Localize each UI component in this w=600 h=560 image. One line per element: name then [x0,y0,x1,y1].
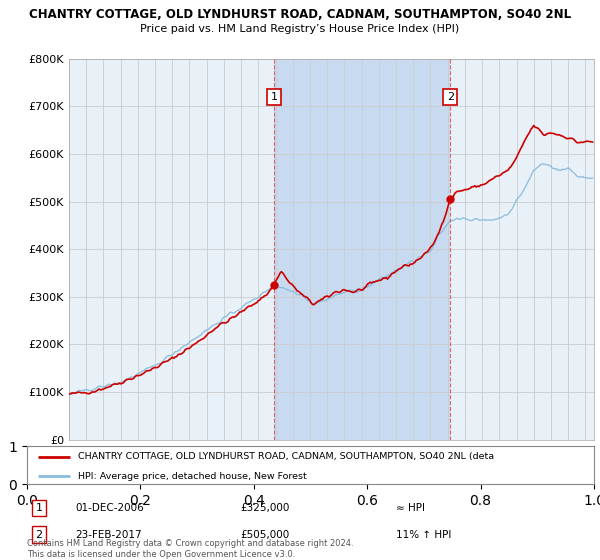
Text: 2: 2 [35,530,43,540]
Text: HPI: Average price, detached house, New Forest: HPI: Average price, detached house, New … [78,472,307,480]
Text: 1: 1 [35,503,43,513]
Bar [274,59,450,440]
Text: £505,000: £505,000 [240,530,289,540]
Text: 23-FEB-2017: 23-FEB-2017 [75,530,142,540]
Text: 2: 2 [447,92,454,102]
Text: Price paid vs. HM Land Registry’s House Price Index (HPI): Price paid vs. HM Land Registry’s House … [140,24,460,34]
Text: ≈ HPI: ≈ HPI [396,503,425,513]
Text: 11% ↑ HPI: 11% ↑ HPI [396,530,451,540]
Text: CHANTRY COTTAGE, OLD LYNDHURST ROAD, CADNAM, SOUTHAMPTON, SO40 2NL: CHANTRY COTTAGE, OLD LYNDHURST ROAD, CAD… [29,8,571,21]
Text: £325,000: £325,000 [240,503,289,513]
Text: Contains HM Land Registry data © Crown copyright and database right 2024.
This d: Contains HM Land Registry data © Crown c… [27,539,353,559]
Text: CHANTRY COTTAGE, OLD LYNDHURST ROAD, CADNAM, SOUTHAMPTON, SO40 2NL (deta: CHANTRY COTTAGE, OLD LYNDHURST ROAD, CAD… [78,452,494,461]
Text: 01-DEC-2006: 01-DEC-2006 [75,503,144,513]
Text: 1: 1 [271,92,278,102]
